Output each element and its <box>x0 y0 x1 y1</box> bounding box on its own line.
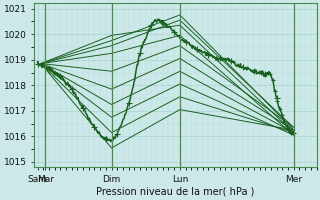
X-axis label: Pression niveau de la mer( hPa ): Pression niveau de la mer( hPa ) <box>96 187 254 197</box>
